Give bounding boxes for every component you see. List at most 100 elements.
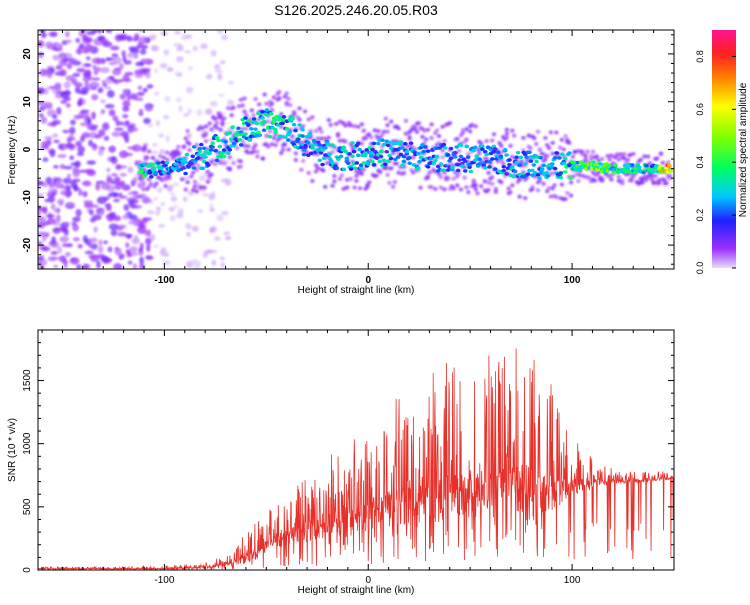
spectrogram-halo-cell [310, 178, 315, 183]
spectrogram-ridge-cell [514, 155, 519, 160]
spectrogram-ridge-cell [467, 162, 472, 167]
spectrogram-ridge-cell [341, 167, 347, 172]
spectrogram-ridge-cell [481, 163, 487, 167]
spectrogram-noise-cell [155, 206, 160, 211]
spectrogram-noise-cell [38, 107, 46, 111]
spectrogram-noise-cell [120, 180, 126, 187]
spectrogram-ridge-cell [141, 162, 147, 167]
spectrogram-noise-cell [176, 212, 184, 219]
spectrogram-noise-cell [134, 205, 143, 209]
spectrogram-halo-cell [455, 136, 460, 141]
spectrogram-ridge-cell [474, 154, 479, 158]
spectrogram-ridge-cell [306, 140, 311, 145]
spectrogram-ridge-cell [150, 162, 156, 167]
spectrogram-halo-cell [288, 102, 293, 107]
snr-background [38, 330, 674, 570]
spectrogram-noise-cell [122, 114, 129, 119]
spectrogram-halo-cell [563, 197, 568, 202]
spectrogram-halo-cell [231, 105, 236, 110]
spectrogram-ridge-cell [442, 146, 448, 150]
spectrogram-halo-cell [264, 101, 269, 106]
spectrogram-ridge-cell [448, 156, 454, 161]
spectrogram-ridge-cell [355, 153, 361, 158]
spectrogram-noise-cell [51, 236, 57, 244]
spectrogram-noise-cell [128, 219, 138, 225]
spectrogram-noise-cell [118, 63, 124, 70]
spectrogram-ridge-cell [425, 165, 431, 169]
spectrogram-noise-cell [129, 246, 138, 253]
snr-x-label: Height of straight line (km) [298, 585, 415, 596]
spectrogram-halo-cell [183, 187, 188, 192]
spectrogram-ridge-cell [492, 167, 498, 171]
spectrogram-noise-cell [76, 152, 85, 156]
spectrogram-noise-cell [80, 109, 90, 114]
spectrogram-ridge-cell [213, 148, 218, 153]
spectrogram-ridge-cell [465, 155, 471, 160]
spectrogram-ridge-cell [484, 152, 489, 157]
spectrogram-halo-cell [561, 147, 566, 152]
spectrogram-halo-cell [165, 157, 170, 162]
spectrogram-halo-cell [590, 149, 596, 154]
spectrogram-noise-cell [101, 80, 107, 85]
spectrogram-halo-cell [262, 92, 267, 97]
spectrogram-noise-cell [137, 181, 146, 189]
spectrogram-noise-cell [108, 145, 116, 153]
spectrogram-ridge-cell [400, 163, 405, 168]
spectrogram-halo-cell [535, 188, 541, 193]
spectrogram-halo-cell [578, 173, 583, 178]
spectrogram-noise-cell [182, 196, 188, 202]
spectrogram-halo-cell [499, 180, 504, 185]
spectrogram-halo-cell [645, 154, 651, 159]
spectrogram-halo-cell [486, 170, 491, 175]
spectrogram-noise-cell [123, 204, 130, 211]
spectrogram-ridge-cell [567, 151, 572, 155]
spectrogram-halo-cell [326, 118, 332, 123]
spectrogram-halo-cell [411, 170, 416, 175]
spectrogram-ridge-cell [612, 163, 618, 167]
spectrogram-noise-cell [135, 61, 144, 67]
spectrogram-noise-cell [183, 113, 190, 117]
spectrogram-halo-cell [607, 157, 612, 162]
spectrogram-noise-cell [41, 246, 51, 252]
spectrogram-halo-cell [192, 179, 198, 184]
spectrogram-halo-cell [150, 155, 155, 160]
spectrogram-halo-cell [567, 140, 572, 145]
spectrogram-halo-cell [409, 127, 414, 132]
spectrogram-ridge-cell [442, 164, 448, 168]
spectrogram-halo-cell [376, 129, 381, 134]
spectrogram-halo-cell [559, 182, 565, 187]
spectrogram-noise-cell [91, 111, 96, 120]
spectrogram-noise-cell [106, 57, 115, 61]
spectrogram-noise-cell [193, 261, 202, 267]
spectrogram-ridge-cell [460, 161, 465, 166]
spectrogram-noise-cell [209, 227, 214, 234]
spectrogram-noise-cell [72, 72, 81, 78]
spectrogram-ridge-cell [637, 165, 642, 170]
spectrogram-halo-cell [324, 161, 330, 166]
spectrogram-halo-cell [337, 177, 343, 182]
spectrogram-noise-cell [99, 67, 110, 74]
spectrogram-halo-cell [464, 137, 469, 142]
spectrogram-ridge-cell [327, 152, 333, 157]
spectrogram-halo-cell [455, 183, 460, 188]
spectrogram-noise-cell [66, 62, 73, 70]
spectrogram-halo-cell [420, 134, 425, 139]
spectrogram-ridge-cell [467, 165, 472, 170]
spectrogram-halo-cell [328, 122, 333, 127]
spectrogram-ridge-cell [198, 142, 204, 147]
spectrogram-noise-cell [217, 73, 223, 81]
spectrogram-noise-cell [65, 251, 71, 257]
spectrogram-noise-cell [187, 225, 193, 230]
spectrogram-halo-cell [176, 151, 181, 156]
spectrogram-halo-cell [541, 181, 546, 186]
spectrogram-halo-cell [583, 153, 588, 158]
spectrogram-halo-cell [189, 174, 194, 179]
snr-x-tick-label: -100 [154, 575, 174, 586]
spectrogram-halo-cell [284, 91, 289, 96]
spectrogram-ridge-cell [264, 113, 270, 117]
spectrogram-halo-cell [436, 134, 442, 139]
spectrogram-halo-cell [600, 176, 605, 181]
spectrogram-noise-cell [58, 255, 67, 262]
spectrogram-halo-cell [550, 151, 555, 156]
